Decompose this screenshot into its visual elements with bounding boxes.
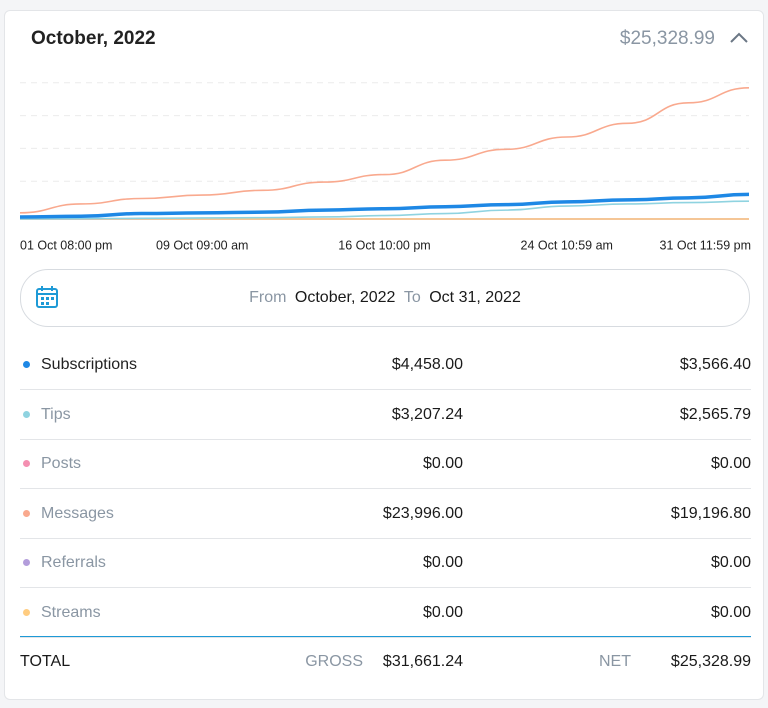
series-name: Streams <box>41 603 101 621</box>
totals-row: TOTAL GROSS $31,661.24 NET $25,328.99 <box>20 636 751 687</box>
net-value: $3,566.40 <box>679 356 751 373</box>
gross-value: $0.00 <box>422 554 463 571</box>
net-label: NET <box>599 653 631 670</box>
series-name: Subscriptions <box>41 356 138 373</box>
legend-dot <box>23 559 30 566</box>
collapse-toggle[interactable] <box>729 31 749 45</box>
legend-dot <box>23 361 30 368</box>
breakdown-row[interactable]: Streams $0.00 $0.00 <box>20 588 751 638</box>
breakdown-row[interactable]: Subscriptions $4,458.00 $3,566.40 <box>20 340 751 390</box>
from-date: October, 2022 <box>294 289 396 306</box>
breakdown-row[interactable]: Messages $23,996.00 $19,196.80 <box>20 489 751 539</box>
chart: 01 Oct 08:00 pm 09 Oct 09:00 am 16 Oct 10:… <box>19 82 752 252</box>
legend-dot <box>23 509 30 517</box>
breakdown-row[interactable]: Referrals $0.00 $0.00 <box>20 538 751 588</box>
net-value: $0.00 <box>710 554 751 571</box>
gross-value: $23,996.00 <box>382 504 463 522</box>
net-total: $25,328.99 <box>670 653 751 670</box>
gross-total: $31,661.24 <box>382 653 463 670</box>
earnings-card: October, 2022 $25,328.99 01 Oct 08:00 pm… <box>4 10 764 700</box>
header-total: $25,328.99 <box>619 28 715 49</box>
series-name: Tips <box>41 405 71 423</box>
series-line <box>19 192 750 219</box>
breakdown-row[interactable]: Posts $0.00 $0.00 <box>20 439 751 489</box>
gross-value: $0.00 <box>422 603 463 621</box>
calendar-icon <box>36 286 58 308</box>
net-value: $0.00 <box>710 455 751 472</box>
x-tick-label: 01 Oct 08:00 pm <box>20 238 112 252</box>
gross-value: $4,458.00 <box>391 356 463 373</box>
x-tick-label: 09 Oct 09:00 am <box>156 238 248 252</box>
net-value: $0.00 <box>710 603 751 621</box>
series-name: Posts <box>41 455 82 472</box>
gross-value: $3,207.24 <box>391 405 463 423</box>
net-value: $19,196.80 <box>670 504 751 522</box>
x-tick-label: 31 Oct 11:59 pm <box>660 238 752 252</box>
legend-dot <box>23 460 30 467</box>
net-value: $2,565.79 <box>679 405 751 423</box>
series-name: Referrals <box>41 554 106 571</box>
month-title: October, 2022 <box>31 28 156 49</box>
series-name: Messages <box>41 504 114 522</box>
x-tick-label: 24 Oct 10:59 am <box>521 238 613 252</box>
from-label: From <box>249 289 287 306</box>
series-line <box>19 87 750 214</box>
total-label: TOTAL <box>20 653 71 670</box>
to-label: To <box>403 289 421 306</box>
x-tick-label: 16 Oct 10:00 pm <box>338 238 430 252</box>
series-line <box>19 200 750 220</box>
to-date: Oct 31, 2022 <box>429 289 521 306</box>
gross-value: $0.00 <box>422 455 463 472</box>
date-range[interactable]: From October, 2022 To Oct 31, 2022 <box>20 269 750 327</box>
breakdown-row[interactable]: Tips $3,207.24 $2,565.79 <box>20 390 751 440</box>
gross-label: GROSS <box>305 653 363 670</box>
legend-dot <box>23 608 30 616</box>
legend-dot <box>23 410 30 418</box>
